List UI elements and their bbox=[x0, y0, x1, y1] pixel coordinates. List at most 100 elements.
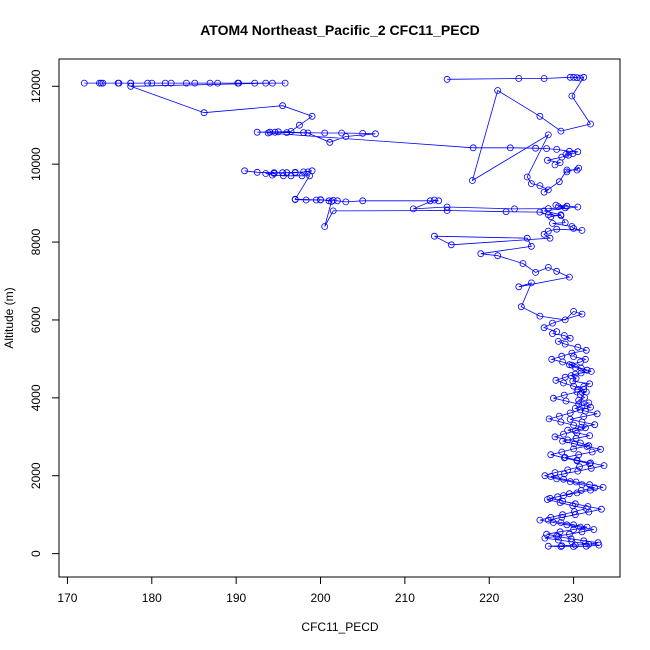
data-point bbox=[562, 397, 570, 405]
data-point bbox=[588, 448, 596, 456]
data-point bbox=[574, 343, 582, 351]
data-point bbox=[598, 505, 605, 513]
data-point bbox=[569, 150, 577, 158]
data-point bbox=[559, 511, 566, 519]
data-point bbox=[559, 497, 566, 505]
data-point bbox=[587, 464, 595, 472]
data-point bbox=[502, 208, 510, 216]
data-point bbox=[304, 168, 312, 176]
data-point bbox=[321, 129, 329, 137]
data-point bbox=[566, 334, 574, 342]
data-point bbox=[409, 205, 417, 213]
data-point bbox=[566, 73, 574, 81]
data-point bbox=[304, 129, 312, 137]
data-point bbox=[558, 448, 566, 456]
data-point bbox=[287, 127, 295, 135]
data-point bbox=[127, 79, 135, 87]
data-point bbox=[570, 543, 577, 550]
data-point bbox=[570, 307, 577, 315]
series-5 bbox=[536, 330, 608, 550]
data-point bbox=[566, 490, 573, 498]
data-point bbox=[545, 415, 553, 423]
data-point bbox=[528, 180, 535, 188]
y-axis-label: Altitude (m) bbox=[2, 287, 16, 348]
data-point bbox=[338, 129, 346, 137]
data-point bbox=[584, 503, 592, 510]
data-point bbox=[298, 172, 306, 180]
series-2 bbox=[443, 73, 594, 196]
data-point bbox=[568, 223, 576, 230]
data-point bbox=[577, 406, 584, 414]
data-point bbox=[552, 201, 560, 209]
data-point bbox=[264, 129, 272, 137]
data-point bbox=[214, 79, 222, 87]
data-point bbox=[96, 79, 103, 87]
data-point bbox=[570, 353, 577, 361]
data-point bbox=[580, 383, 588, 390]
data-point bbox=[191, 79, 199, 87]
data-point bbox=[544, 131, 552, 139]
x-tick-label: 230 bbox=[564, 591, 584, 605]
y-tick-label: 2000 bbox=[29, 462, 43, 489]
data-point bbox=[577, 487, 585, 494]
data-point bbox=[568, 349, 576, 357]
data-point bbox=[494, 87, 502, 94]
data-point bbox=[127, 82, 135, 90]
data-point bbox=[536, 312, 544, 320]
data-point bbox=[557, 418, 565, 426]
x-axis: 170 180 190 200 210 220 230 bbox=[57, 576, 584, 605]
series-4 bbox=[291, 196, 586, 336]
data-point bbox=[283, 129, 291, 137]
data-point bbox=[571, 500, 579, 508]
data-point bbox=[571, 404, 579, 412]
data-point bbox=[553, 225, 561, 233]
data-point bbox=[574, 467, 582, 475]
data-point bbox=[571, 364, 579, 371]
data-point bbox=[519, 260, 527, 267]
data-point bbox=[532, 268, 539, 276]
data-point bbox=[528, 279, 535, 287]
data-point bbox=[571, 511, 579, 519]
data-point bbox=[553, 145, 561, 153]
data-point bbox=[547, 473, 555, 480]
data-point bbox=[561, 340, 569, 348]
data-point bbox=[587, 403, 594, 411]
y-tick-label: 4000 bbox=[29, 384, 43, 411]
data-point bbox=[565, 151, 572, 159]
data-point bbox=[291, 196, 299, 204]
data-point bbox=[564, 426, 572, 434]
data-point bbox=[430, 232, 438, 240]
data-point bbox=[549, 219, 556, 227]
data-point bbox=[559, 358, 566, 366]
data-point bbox=[268, 79, 276, 87]
data-point bbox=[555, 178, 563, 186]
data-point bbox=[546, 494, 554, 502]
data-point bbox=[571, 508, 578, 516]
series-line bbox=[295, 199, 584, 332]
data-point bbox=[599, 483, 607, 491]
data-point bbox=[567, 372, 575, 380]
data-point bbox=[564, 466, 572, 474]
data-point bbox=[566, 530, 573, 538]
data-point bbox=[287, 172, 295, 180]
data-point bbox=[573, 74, 581, 82]
y-tick-label: 0 bbox=[29, 550, 43, 557]
data-point bbox=[575, 451, 583, 459]
data-point bbox=[570, 73, 577, 81]
data-point bbox=[506, 144, 514, 152]
data-point bbox=[600, 462, 608, 470]
data-point bbox=[578, 226, 586, 234]
data-point bbox=[557, 127, 565, 135]
series-layer bbox=[80, 73, 608, 550]
data-point bbox=[594, 539, 602, 547]
data-point bbox=[566, 415, 574, 423]
data-point bbox=[564, 436, 572, 444]
data-point bbox=[590, 526, 598, 533]
data-point bbox=[555, 337, 562, 345]
chart-title: ATOM4 Northeast_Pacific_2 CFC11_PECD bbox=[200, 22, 480, 38]
x-tick-label: 220 bbox=[479, 591, 499, 605]
data-point bbox=[253, 128, 261, 136]
data-point bbox=[279, 102, 287, 110]
data-point bbox=[561, 204, 569, 212]
